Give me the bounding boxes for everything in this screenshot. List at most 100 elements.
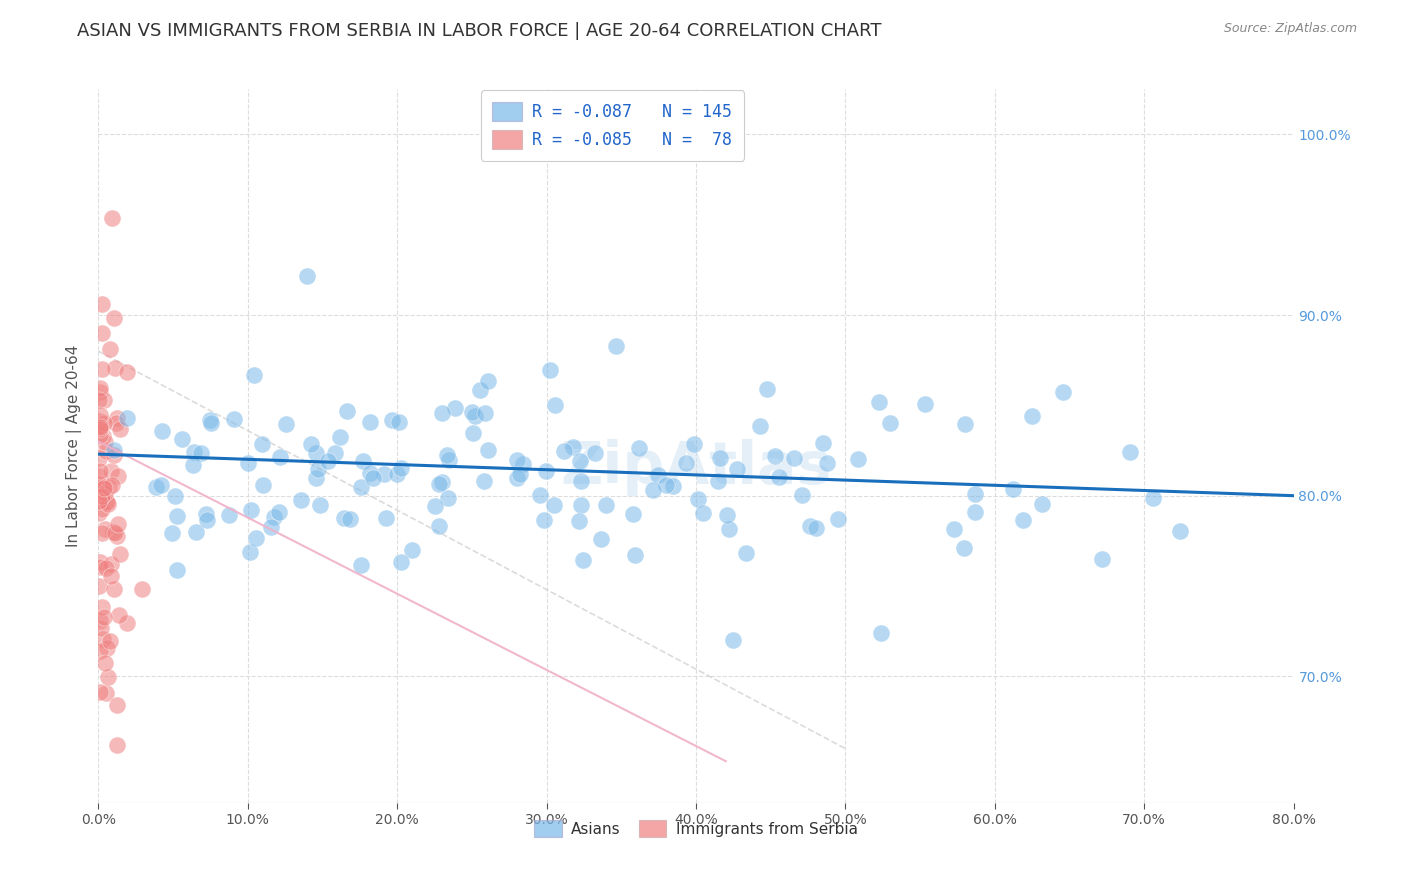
Point: [105, 698, 128, 712]
Point: [375, 511, 398, 525]
Point: [806, 521, 828, 535]
Point: [252, 478, 274, 492]
Point: [790, 488, 813, 502]
Point: [799, 519, 821, 533]
Point: [91, 599, 114, 614]
Point: [624, 549, 647, 563]
Point: [506, 471, 529, 485]
Point: [305, 446, 328, 460]
Point: [89, 614, 111, 628]
Point: [688, 492, 710, 507]
Point: [89, 409, 111, 423]
Point: [477, 374, 499, 388]
Point: [93, 490, 115, 504]
Point: [269, 450, 291, 465]
Point: [172, 433, 194, 447]
Point: [725, 461, 748, 475]
Point: [89, 560, 111, 574]
Point: [472, 474, 495, 488]
Point: [583, 446, 606, 460]
Point: [97, 497, 120, 511]
Point: [103, 524, 125, 539]
Point: [89, 468, 111, 483]
Point: [200, 413, 222, 427]
Point: [115, 411, 138, 425]
Point: [93, 435, 115, 450]
Point: [1021, 409, 1043, 423]
Point: [93, 486, 115, 500]
Point: [166, 508, 188, 523]
Point: [425, 500, 447, 514]
Point: [290, 493, 312, 508]
Point: [350, 558, 373, 573]
Point: [91, 526, 114, 541]
Point: [184, 524, 207, 539]
Point: [195, 513, 218, 527]
Point: [1052, 384, 1074, 399]
Point: [183, 445, 205, 459]
Point: [103, 582, 125, 596]
Point: [477, 442, 499, 457]
Point: [150, 478, 173, 492]
Point: [569, 498, 592, 512]
Point: [768, 470, 790, 484]
Point: [470, 383, 492, 397]
Point: [662, 479, 685, 493]
Point: [464, 409, 486, 424]
Point: [103, 311, 125, 326]
Point: [163, 489, 186, 503]
Point: [692, 506, 714, 520]
Point: [87, 506, 110, 520]
Point: [717, 522, 740, 536]
Point: [91, 362, 114, 376]
Point: [756, 382, 779, 396]
Point: [329, 430, 352, 444]
Point: [89, 464, 111, 478]
Point: [914, 397, 936, 411]
Point: [107, 516, 129, 531]
Point: [103, 442, 125, 457]
Point: [105, 738, 128, 752]
Point: [361, 471, 384, 485]
Point: [647, 467, 669, 482]
Point: [87, 414, 110, 428]
Point: [108, 422, 131, 436]
Point: [145, 480, 167, 494]
Point: [401, 543, 423, 558]
Point: [439, 452, 461, 467]
Point: [108, 607, 131, 622]
Point: [238, 545, 260, 559]
Point: [87, 393, 110, 408]
Point: [628, 441, 651, 455]
Point: [200, 416, 222, 430]
Point: [94, 656, 117, 670]
Point: [90, 502, 112, 516]
Point: [1119, 445, 1142, 459]
Point: [195, 507, 218, 521]
Point: [538, 363, 561, 377]
Point: [91, 632, 114, 647]
Point: [108, 548, 131, 562]
Point: [536, 465, 558, 479]
Point: [263, 510, 285, 524]
Point: [605, 339, 627, 353]
Point: [643, 483, 665, 497]
Point: [98, 480, 121, 494]
Point: [621, 507, 644, 521]
Point: [359, 466, 381, 480]
Point: [299, 437, 322, 451]
Point: [562, 440, 585, 454]
Point: [190, 445, 212, 459]
Point: [96, 494, 118, 508]
Point: [87, 476, 110, 491]
Point: [868, 394, 890, 409]
Point: [1142, 491, 1164, 505]
Point: [104, 525, 127, 540]
Point: [131, 582, 153, 596]
Point: [93, 481, 115, 495]
Point: [260, 520, 283, 534]
Point: [436, 448, 458, 462]
Point: [104, 360, 127, 375]
Point: [339, 512, 361, 526]
Point: [709, 451, 731, 466]
